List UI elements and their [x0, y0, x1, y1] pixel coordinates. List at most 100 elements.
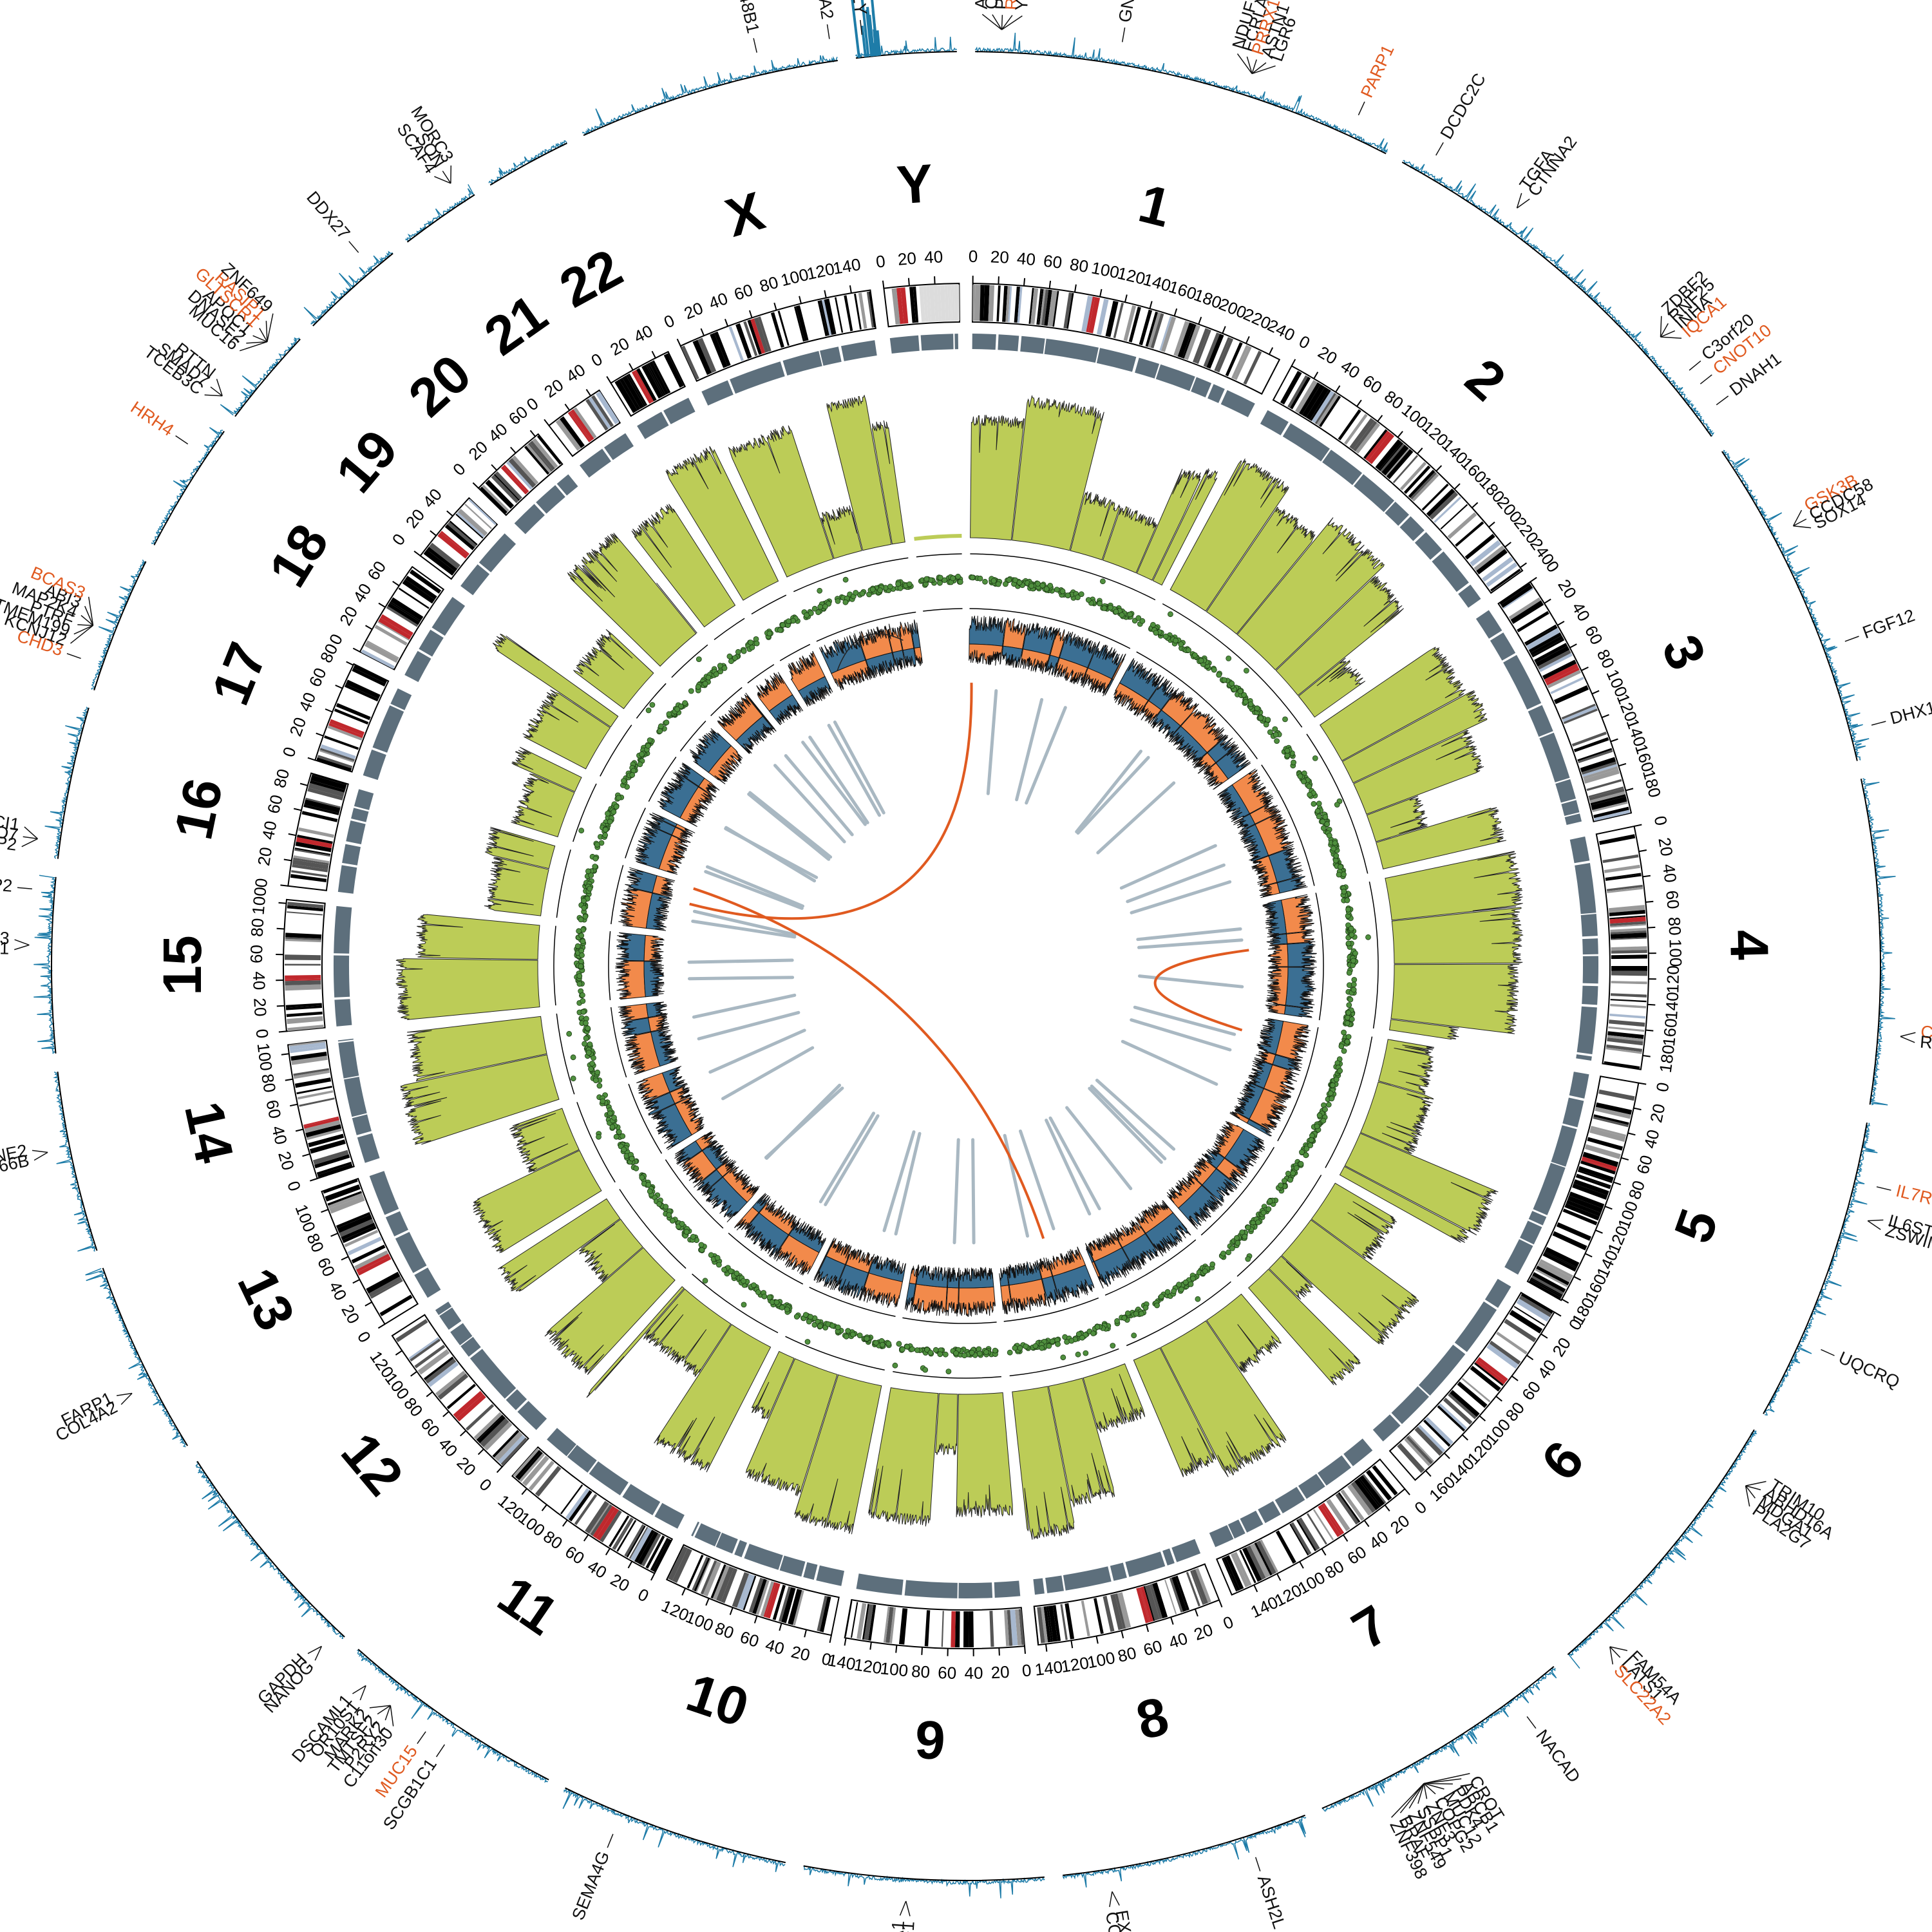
gene-connector — [1121, 27, 1126, 43]
outer-spike — [876, 30, 882, 56]
green-point — [1107, 605, 1113, 611]
green-point — [1094, 1324, 1101, 1330]
baf-segment — [492, 634, 619, 728]
cytoband — [285, 933, 322, 939]
green-point — [982, 578, 988, 585]
green-point — [909, 1346, 915, 1352]
cytoband — [1350, 1481, 1376, 1513]
mappability-segment — [395, 1231, 427, 1273]
cytoband — [528, 442, 553, 472]
cytoband — [1002, 285, 1008, 322]
baf-segment — [826, 394, 892, 551]
copy-number-segment — [1148, 678, 1177, 710]
cytoband — [1544, 663, 1578, 683]
outer-spike — [865, 9, 873, 57]
copy-number-segment — [1160, 688, 1199, 726]
cytoband — [968, 1611, 974, 1647]
cytoband — [1611, 954, 1647, 960]
mappability-segment — [1475, 610, 1502, 639]
green-point — [734, 1270, 740, 1276]
cytoband — [1605, 874, 1642, 881]
chr-name-6: 6 — [1530, 1430, 1595, 1492]
green-point — [1142, 1305, 1149, 1311]
outer-signal-chr21 — [405, 184, 475, 242]
gene-label: DCDC2C — [1437, 70, 1490, 142]
cytoband — [1299, 382, 1321, 415]
tick-mark — [521, 1488, 527, 1495]
cytoband — [1474, 1362, 1504, 1387]
intra-sv — [691, 920, 797, 939]
tick-mark — [544, 419, 550, 426]
green-point — [621, 778, 627, 784]
tick-label: 20 — [453, 1453, 480, 1480]
green-point — [1348, 925, 1354, 932]
gene-label: HRH4 — [128, 397, 178, 440]
green-point — [1032, 1343, 1039, 1349]
outer-baseline — [57, 1072, 98, 1251]
copy-number-segment — [735, 715, 775, 754]
baf-segment — [1206, 507, 1316, 635]
tick-label: 20 — [607, 1569, 633, 1595]
green-point — [1221, 677, 1227, 683]
tick-mark — [302, 1153, 310, 1157]
cytoband — [1566, 1200, 1602, 1217]
cytoband — [287, 1016, 323, 1025]
cytoband — [565, 1488, 590, 1520]
green-point — [702, 681, 708, 687]
tick-mark — [325, 708, 333, 713]
gene-connector — [17, 887, 32, 889]
cytoband — [1470, 540, 1501, 567]
green-point — [1039, 582, 1046, 589]
cytoband — [588, 397, 611, 429]
outer-signal-chr14 — [53, 1071, 97, 1252]
cytoband — [479, 486, 507, 515]
cytoband — [409, 569, 442, 594]
mappability-segment — [1414, 532, 1443, 560]
cytoband — [750, 318, 766, 354]
cytoband — [868, 1604, 876, 1641]
cytoband — [941, 1611, 944, 1647]
cytoband — [1115, 1593, 1126, 1629]
cytoband — [1372, 1465, 1398, 1496]
tick-mark — [882, 280, 885, 289]
gene-connector — [1112, 1891, 1120, 1906]
outer-signal-chr6 — [1568, 1430, 1757, 1669]
baf-segment — [406, 1016, 547, 1082]
tick-mark — [1377, 415, 1383, 422]
green-point — [649, 702, 656, 708]
cytoband — [299, 1097, 335, 1107]
tick-mark — [1595, 1229, 1603, 1234]
cytoband — [294, 849, 330, 857]
green-point — [669, 1218, 676, 1224]
green-point — [1017, 1345, 1023, 1351]
green-point — [1365, 934, 1371, 940]
cytoband — [1417, 1425, 1446, 1453]
tick-label: 0 — [252, 1028, 272, 1039]
cytoband — [1582, 764, 1618, 777]
cytoband — [1017, 287, 1023, 323]
cytoband — [354, 1250, 388, 1270]
cytoband — [1392, 455, 1418, 484]
green-point — [1282, 716, 1288, 723]
baf-segment — [1048, 1378, 1115, 1508]
tick-mark — [293, 808, 302, 811]
cytoband — [483, 1421, 513, 1451]
chr-name-15: 15 — [152, 935, 213, 995]
cytoband — [324, 735, 359, 750]
tick-label: 20 — [1314, 342, 1340, 368]
cytoband — [298, 827, 334, 838]
outer-baseline — [50, 876, 57, 1054]
tick-mark — [1642, 1055, 1651, 1057]
cytoband — [1366, 1470, 1392, 1501]
baf-segment — [1136, 468, 1201, 581]
cytoband — [292, 864, 328, 873]
cytoband — [524, 446, 550, 475]
outer-baseline — [975, 51, 1387, 155]
cytoband — [919, 286, 925, 323]
copy-number-segment — [643, 961, 665, 998]
green-point — [749, 644, 755, 650]
cytoband — [526, 444, 551, 473]
ideogram-chr2 — [1272, 365, 1524, 594]
cytoband — [1489, 1340, 1521, 1365]
tick-mark — [541, 1504, 547, 1511]
